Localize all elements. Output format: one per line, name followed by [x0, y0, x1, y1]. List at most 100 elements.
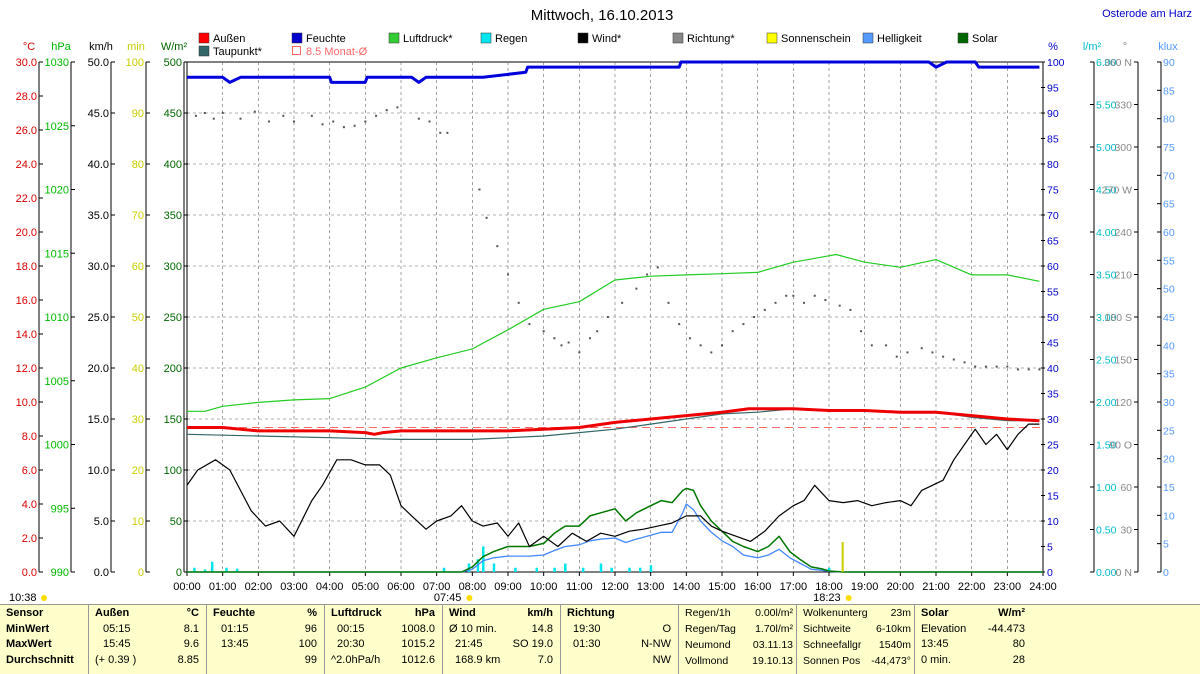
axis-tick-label: 4.00: [1096, 227, 1117, 239]
stats-value: 23m: [890, 607, 911, 619]
axis-tick-label: 15: [1047, 491, 1059, 503]
axis-tick-label: 50: [1047, 312, 1059, 324]
x-tick-label: 05:00: [352, 581, 380, 593]
axis-tick-label: 120: [1114, 397, 1132, 409]
stats-value: 1540m: [878, 639, 911, 651]
series-richtung-point: [931, 351, 934, 354]
axis-tick-label: 30: [1047, 414, 1059, 426]
series-regen-bar: [193, 567, 196, 572]
axis-tick-label: 5: [1163, 539, 1169, 551]
axis-tick-label: 0.00: [1096, 567, 1117, 579]
legend-swatch: [198, 32, 210, 44]
stats-value: 99: [304, 653, 317, 666]
axis-tick-label: 1030: [45, 57, 69, 69]
axis-tick-label: 4.0: [22, 499, 37, 511]
stats-row-label: MaxWert: [6, 638, 52, 650]
axis-tick-label: 20.0: [88, 363, 109, 375]
series-luftdruck-line: [187, 253, 1040, 412]
legend-label: Regen: [495, 33, 527, 45]
series-regen-bar: [610, 567, 613, 572]
series-richtung-point: [635, 287, 638, 290]
series-richtung-point: [721, 344, 723, 347]
stats-value: 80: [1012, 638, 1025, 650]
series-richtung-point: [984, 365, 987, 368]
x-tick-label: 11:00: [566, 581, 593, 593]
axis-tick-label: 85: [1163, 85, 1175, 97]
stats-solar: Solar W/m² Elevation -44.473 13:45 80 0 min…: [914, 605, 1033, 674]
axis-tick-label: 0.50: [1096, 525, 1117, 537]
stats-header: Sensor: [6, 607, 44, 619]
axis-tick-label: 25: [1163, 425, 1175, 437]
axis-tick-label: 5: [1047, 542, 1053, 554]
axis-tick-label: 35.0: [88, 210, 109, 222]
sunshine-icon: [41, 595, 47, 601]
axis-tick-label: 1.00: [1096, 482, 1117, 494]
axis-tick-label: 25: [1047, 440, 1059, 452]
series-richtung-point: [667, 301, 670, 304]
stats-time: Elevation: [921, 622, 967, 635]
axis-tick-label: 5.0: [94, 516, 109, 528]
axis-tick-label: 70: [1163, 170, 1175, 182]
legend-label: Feuchte: [306, 33, 346, 45]
series-richtung-point: [239, 117, 242, 120]
axis-tick-label: 10.0: [88, 465, 109, 477]
series-richtung-point: [774, 301, 777, 304]
series-regen-bar: [476, 559, 480, 572]
axis-tick-label: 0 N: [1116, 567, 1132, 579]
x-tick-label: 02:00: [245, 581, 273, 593]
axis-tick-label: 100: [1047, 57, 1065, 69]
series-richtung-point: [870, 344, 873, 347]
stats-row-label: Sichtweite: [803, 623, 851, 635]
axis-tick-label: 50.0: [88, 57, 109, 69]
axis-tick-label: 0: [138, 567, 144, 579]
axis-tick-label: 6.0: [22, 465, 37, 477]
axis-unit: l/m²: [1083, 41, 1102, 53]
x-tick-label: 07:00: [423, 581, 451, 593]
stats-row-label: Schneefallgr: [803, 639, 862, 651]
series-regen-bar: [564, 563, 567, 572]
stats-richtung: Richtung 19:30 O 01:30 N-NW NW: [560, 605, 679, 674]
stats-value: 0.00l/m²: [755, 607, 793, 619]
series-richtung-point: [838, 304, 841, 307]
axis-tick-label: 0: [1047, 567, 1053, 579]
axis-unit: km/h: [89, 41, 113, 53]
axis-tick-label: 50: [170, 516, 182, 528]
axis-tick-label: 26.0: [16, 125, 37, 137]
stats-value: N-NW: [641, 638, 671, 650]
legend-swatch: [862, 32, 874, 44]
series-regen-bar: [828, 567, 831, 572]
x-tick-label: 06:00: [387, 581, 415, 593]
axis-tick-label: 60: [1047, 261, 1059, 273]
stats-time: 15:45: [103, 638, 131, 650]
series-richtung-point: [542, 330, 545, 333]
series-richtung-point: [212, 117, 215, 120]
series-richtung-point: [646, 273, 649, 276]
stats-row-label: Vollmond: [685, 655, 729, 667]
series-richtung-point: [753, 316, 756, 318]
axis-tick-label: 15.0: [88, 414, 109, 426]
axis-tick-label: 20: [132, 465, 144, 477]
axis-tick-label: 80: [1047, 159, 1059, 171]
sunrise-time: 07:45: [434, 592, 462, 604]
axis-tick-label: 65: [1047, 236, 1059, 248]
axis-tick-label: 22.0: [16, 193, 37, 205]
sunset-time: 18:23: [813, 592, 841, 604]
chart-title: Mittwoch, 16.10.2013: [531, 7, 674, 24]
stats-time: 13:45: [221, 638, 249, 650]
stats-value: SO 19.0: [512, 638, 553, 650]
series-regen-bar: [492, 563, 496, 572]
stats-value: 1012.6: [401, 653, 435, 666]
stats-unit: hPa: [414, 607, 435, 619]
stats-value: 8.85: [177, 653, 199, 666]
x-tick-label: 03:00: [280, 581, 308, 593]
axis-tick-label: 80: [132, 159, 144, 171]
stats-value: 14.8: [531, 622, 553, 635]
axis-tick-label: 30: [132, 414, 144, 426]
axis-tick-label: 0: [1163, 567, 1169, 579]
series-richtung-point: [194, 114, 197, 117]
axis-tick-label: 80: [1163, 114, 1175, 126]
axis-tick-label: 30.0: [88, 261, 109, 273]
axis-tick-label: 1005: [45, 376, 69, 388]
axis-tick-label: 40.0: [88, 159, 109, 171]
